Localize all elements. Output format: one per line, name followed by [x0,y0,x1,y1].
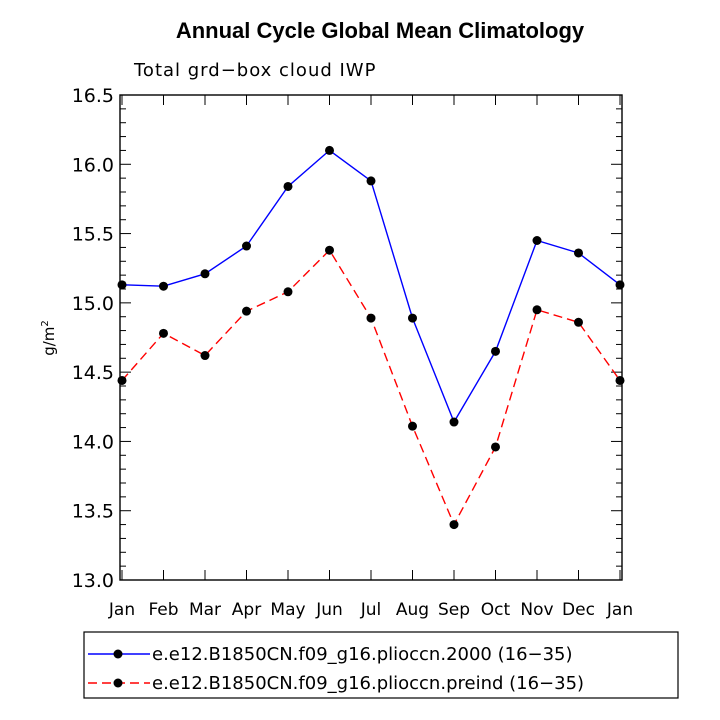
y-tick-label: 13.5 [72,501,114,523]
legend-marker [113,649,123,659]
legend-box [83,631,679,699]
data-point [159,328,168,338]
data-point [283,287,293,297]
data-point [532,236,542,245]
data-point [159,281,168,291]
y-axis-label-superscript: 2 [40,320,51,326]
data-point [200,351,210,361]
x-tick-label: Feb [148,600,178,620]
legend-label: e.e12.B1850CN.f09_g16.plioccn.2000 (16−3… [152,644,573,665]
data-point [117,280,127,290]
y-tick-label: 16.5 [72,85,114,107]
data-point [408,421,417,431]
data-point [366,176,376,186]
series-line [121,149,621,424]
x-tick-label: Oct [481,600,511,620]
x-tick-label: Apr [232,600,261,620]
data-point [283,181,293,191]
chart-subtitle: Total grd−box cloud IWP [133,60,376,81]
data-point [491,442,500,452]
plot-axes: 13.0 13.5 14.0 14.5 15.0 15.5 16.0 16.5 Jan Feb Ma… [72,85,633,620]
y-tick-label: 13.0 [72,570,114,592]
x-tick-label: Mar [189,600,221,620]
data-point [491,346,500,356]
series-layer [117,145,625,530]
series-line [121,249,621,527]
data-point [408,313,417,323]
data-point [325,245,334,255]
y-tick-label: 16.0 [72,154,114,176]
x-tick-label: Jan [606,600,633,620]
x-tick-label: Jul [360,600,382,620]
y-tick-label: 14.5 [72,362,114,384]
x-tick-label: May [270,600,305,620]
data-point [242,306,251,316]
x-tick-label: Nov [520,600,553,620]
chart-title: Annual Cycle Global Mean Climatology [176,18,585,43]
x-tick-label: Jun [315,600,343,620]
x-tick-label: Jan [108,600,135,620]
legend-marker [113,678,123,688]
data-point [200,269,210,279]
series-2 [117,245,625,530]
data-point [615,375,625,385]
x-tick-label: Aug [396,600,429,620]
y-tick-label: 15.0 [72,293,114,315]
y-axis-label-text: g/m [40,327,58,356]
data-point [574,248,583,258]
legend: e.e12.B1850CN.f09_g16.plioccn.2000 (16−3… [83,631,679,699]
y-tick-label: 15.5 [72,224,114,246]
data-point [325,145,334,155]
plot-frame [119,94,623,581]
legend-label: e.e12.B1850CN.f09_g16.plioccn.preind (16… [152,673,584,694]
data-point [242,241,251,251]
data-point [449,417,459,427]
data-point [449,520,459,530]
data-point [615,280,625,290]
x-tick-label: Dec [562,600,595,620]
data-point [532,305,542,315]
y-axis-label: g/m2 [40,320,58,356]
series-1 [117,145,625,427]
x-tick-label: Sep [438,600,470,620]
data-point [117,375,127,385]
data-point [574,317,583,327]
data-point [366,313,376,323]
y-tick-label: 14.0 [72,431,114,453]
